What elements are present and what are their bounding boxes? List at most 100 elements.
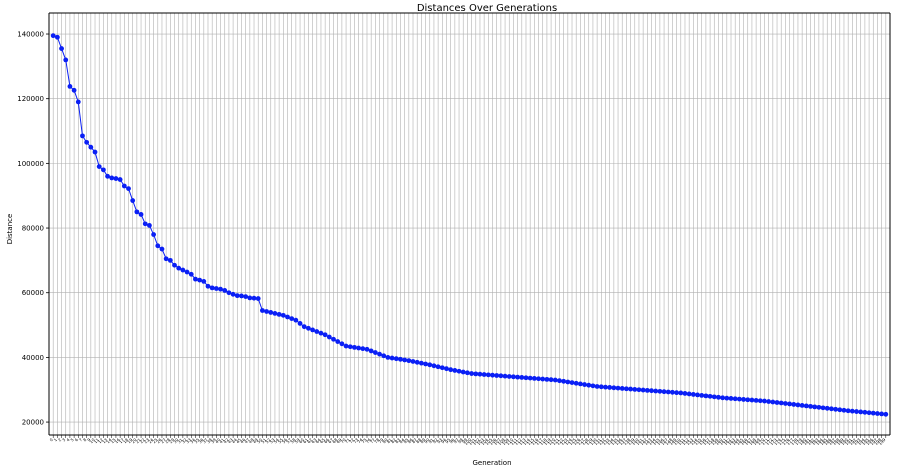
x-tick-label: 10 bbox=[89, 437, 96, 444]
data-point bbox=[787, 401, 792, 407]
data-point bbox=[439, 365, 445, 371]
data-point bbox=[661, 389, 667, 395]
x-tick-label: 96 bbox=[448, 437, 455, 444]
x-tick-label: 81 bbox=[386, 437, 393, 444]
axes bbox=[48, 12, 891, 436]
data-point bbox=[100, 167, 106, 173]
x-tick-label: 95 bbox=[444, 437, 451, 444]
x-tick-label: 135 bbox=[610, 437, 619, 446]
data-point bbox=[502, 373, 508, 379]
data-point bbox=[766, 399, 772, 404]
x-tick-label: 82 bbox=[390, 437, 397, 444]
data-point bbox=[845, 408, 851, 414]
data-point bbox=[326, 334, 332, 340]
data-point bbox=[105, 173, 110, 179]
x-tick-label: 115 bbox=[526, 437, 535, 446]
x-tick-label: 67 bbox=[327, 437, 334, 444]
x-tick-label: 99 bbox=[461, 437, 468, 444]
data-point bbox=[678, 390, 684, 396]
data-point bbox=[519, 375, 525, 380]
x-tick-label: 167 bbox=[744, 437, 753, 446]
x-tick-label: 12 bbox=[97, 437, 104, 444]
x-tick-label: 177 bbox=[786, 437, 795, 446]
x-tick-label: 65 bbox=[319, 437, 326, 444]
data-point bbox=[577, 381, 583, 387]
data-point bbox=[230, 291, 236, 297]
x-tick-label: 94 bbox=[440, 437, 447, 444]
x-tick-label: 38 bbox=[206, 437, 213, 444]
data-point bbox=[356, 345, 362, 351]
x-tick-label: 145 bbox=[652, 437, 661, 446]
x-tick-label: 37 bbox=[202, 437, 209, 444]
data-point bbox=[644, 387, 650, 393]
data-point bbox=[452, 368, 458, 373]
data-point bbox=[686, 391, 692, 397]
data-point bbox=[707, 393, 713, 399]
data-point bbox=[456, 368, 462, 374]
x-tick-label: 36 bbox=[197, 437, 204, 444]
data-point bbox=[92, 149, 98, 155]
x-tick-label: 132 bbox=[597, 437, 606, 446]
x-tick-label: 17 bbox=[118, 437, 125, 444]
x-tick-label: 147 bbox=[660, 437, 669, 446]
data-point bbox=[410, 359, 416, 364]
data-point bbox=[875, 411, 880, 416]
data-point bbox=[393, 356, 399, 362]
x-tick-label: 43 bbox=[227, 437, 234, 444]
x-tick-label: 73 bbox=[352, 437, 359, 444]
data-point bbox=[431, 363, 437, 369]
data-point bbox=[858, 409, 864, 415]
data-point bbox=[134, 209, 140, 215]
data-point bbox=[670, 389, 675, 395]
x-tick-label: 88 bbox=[415, 437, 422, 444]
x-tick-label: 26 bbox=[156, 437, 163, 444]
x-tick-label: 197 bbox=[869, 437, 878, 446]
x-tick-label: 27 bbox=[160, 437, 167, 444]
x-tick-label: 42 bbox=[222, 437, 229, 444]
data-point bbox=[803, 403, 809, 409]
data-point bbox=[117, 177, 123, 182]
data-point bbox=[155, 243, 161, 249]
data-point bbox=[402, 357, 408, 363]
x-tick-label: 128 bbox=[581, 437, 590, 446]
data-point bbox=[184, 269, 190, 275]
x-tick-label: 181 bbox=[802, 437, 811, 446]
x-tick-label: 166 bbox=[740, 437, 749, 446]
data-point bbox=[607, 385, 613, 390]
x-tick-label: 77 bbox=[369, 437, 376, 444]
data-point bbox=[703, 393, 709, 399]
data-point bbox=[448, 367, 454, 373]
x-tick-label: 160 bbox=[714, 437, 723, 446]
x-tick-label: 116 bbox=[530, 437, 539, 446]
data-point bbox=[209, 285, 215, 291]
x-tick-label: 60 bbox=[298, 437, 305, 444]
data-point bbox=[791, 402, 797, 407]
data-point bbox=[716, 394, 721, 400]
x-tick-label: 68 bbox=[331, 437, 338, 444]
chart-title: Distances Over Generations bbox=[417, 3, 557, 14]
x-tick-label: 133 bbox=[601, 437, 610, 446]
data-point bbox=[126, 186, 131, 191]
y-gridlines bbox=[49, 33, 890, 423]
data-point bbox=[736, 396, 742, 402]
x-tick-label: 98 bbox=[457, 437, 464, 444]
data-point bbox=[854, 409, 859, 414]
data-point bbox=[799, 403, 805, 408]
x-tick-label: 119 bbox=[543, 437, 552, 446]
data-point bbox=[159, 246, 165, 252]
data-point bbox=[485, 372, 491, 378]
data-point bbox=[343, 343, 349, 349]
data-point bbox=[778, 400, 784, 406]
data-point bbox=[247, 295, 253, 301]
x-tick-label: 123 bbox=[560, 437, 569, 446]
data-point bbox=[151, 232, 157, 237]
data-point bbox=[603, 384, 608, 390]
x-tick-label: 51 bbox=[260, 437, 267, 444]
x-tick-label: 13 bbox=[101, 437, 108, 444]
x-tick-label: 146 bbox=[656, 437, 665, 446]
data-point bbox=[306, 325, 311, 331]
x-tick-label: 25 bbox=[151, 437, 158, 444]
data-point bbox=[218, 286, 223, 292]
x-tick-label: 143 bbox=[643, 437, 652, 446]
